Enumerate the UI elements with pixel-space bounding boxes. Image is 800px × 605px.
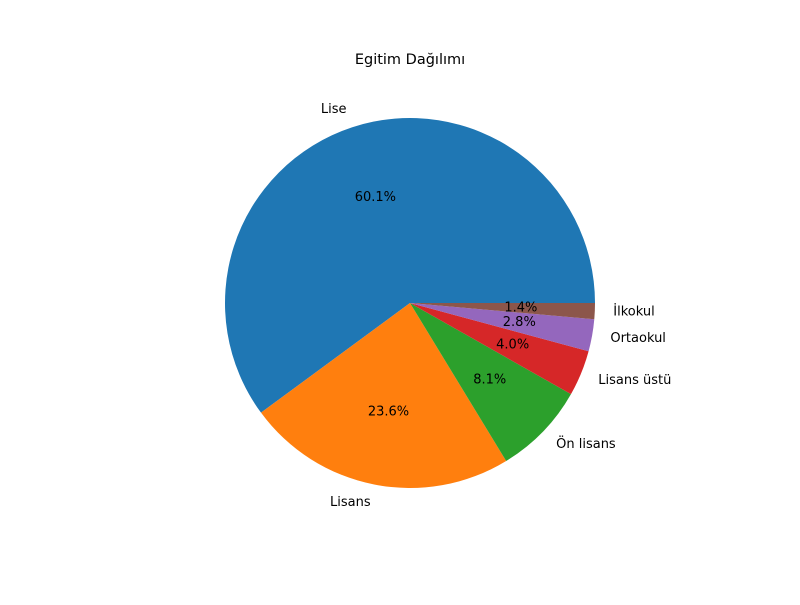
pie-slice-lisans	[261, 303, 507, 488]
percent-label-on-lisans: 8.1%	[473, 373, 506, 388]
chart-title: Egitim Dağılımı	[355, 52, 465, 68]
pie-slice-ilkokul	[410, 303, 595, 320]
pie-slice-lise	[224, 118, 595, 413]
pie-slice-lisans-ustu	[410, 303, 589, 395]
category-labels: Lise Lisans Ön lisans Lisans üstü Ortaokul İl…	[321, 102, 671, 510]
percentage-labels: 60.1% 23.6% 8.1% 4.0% 2.8%1.4%	[355, 190, 538, 419]
percent-label-ilkokul: 1.4%	[504, 300, 537, 315]
slice-label-lisans: Lisans	[330, 495, 371, 510]
pie-slice-ortaokul	[410, 303, 595, 352]
slice-label-on-lisans: Ön lisans	[556, 435, 616, 452]
percent-label-lise: 60.1%	[355, 190, 396, 205]
percent-label-lisans: 23.6%	[368, 404, 409, 419]
slice-label-lise: Lise	[321, 102, 347, 117]
percent-label-lisans-ustu: 4.0%	[496, 338, 529, 353]
slice-label-ortaokul: Ortaokul	[610, 331, 666, 346]
pie-slices	[224, 118, 595, 488]
slice-label-lisans-ustu: Lisans üstü	[598, 373, 671, 388]
pie-slice-on-lisans	[410, 303, 571, 462]
percent-label-ortaokul: 2.8%	[503, 315, 536, 330]
slice-label-ilkokul: İlkokul	[613, 303, 654, 319]
